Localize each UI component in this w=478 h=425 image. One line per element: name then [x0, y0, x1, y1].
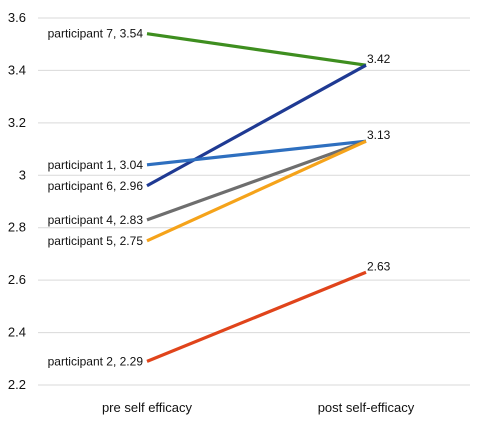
y-axis-ticks: 2.2 2.4 2.6 2.8 3 3.2 3.4 3.6	[8, 10, 26, 392]
y-tick-label: 3	[19, 167, 26, 182]
series-line	[146, 63, 367, 188]
pre-data-label: participant 6, 2.96	[48, 179, 144, 193]
y-tick-label: 2.8	[8, 220, 26, 235]
series-line	[146, 139, 367, 167]
series-lines	[146, 32, 367, 363]
series-line	[146, 139, 367, 222]
post-data-label: 3.13	[367, 128, 391, 142]
y-tick-label: 2.4	[8, 325, 26, 340]
post-data-label: 2.63	[367, 259, 391, 273]
pre-data-label: participant 4, 2.83	[48, 213, 144, 227]
pre-data-label: participant 5, 2.75	[48, 234, 144, 248]
data-labels: participant 7, 3.54 3.42 participant 6, 2.…	[48, 27, 391, 369]
y-tick-label: 3.2	[8, 115, 26, 130]
series-line	[146, 270, 367, 363]
x-axis-categories: pre self efficacy post self-efficacy	[102, 400, 415, 415]
pre-data-label: participant 1, 3.04	[48, 158, 144, 172]
y-tick-label: 2.6	[8, 272, 26, 287]
x-category-label: pre self efficacy	[102, 400, 193, 415]
pre-data-label: participant 2, 2.29	[48, 354, 144, 368]
pre-data-label: participant 7, 3.54	[48, 27, 144, 41]
y-tick-label: 2.2	[8, 377, 26, 392]
y-tick-label: 3.6	[8, 10, 26, 25]
x-category-label: post self-efficacy	[318, 400, 415, 415]
gridlines	[38, 17, 470, 386]
post-data-label: 3.42	[367, 52, 391, 66]
series-line	[146, 32, 367, 67]
y-tick-label: 3.4	[8, 62, 26, 77]
series-line	[146, 139, 367, 243]
